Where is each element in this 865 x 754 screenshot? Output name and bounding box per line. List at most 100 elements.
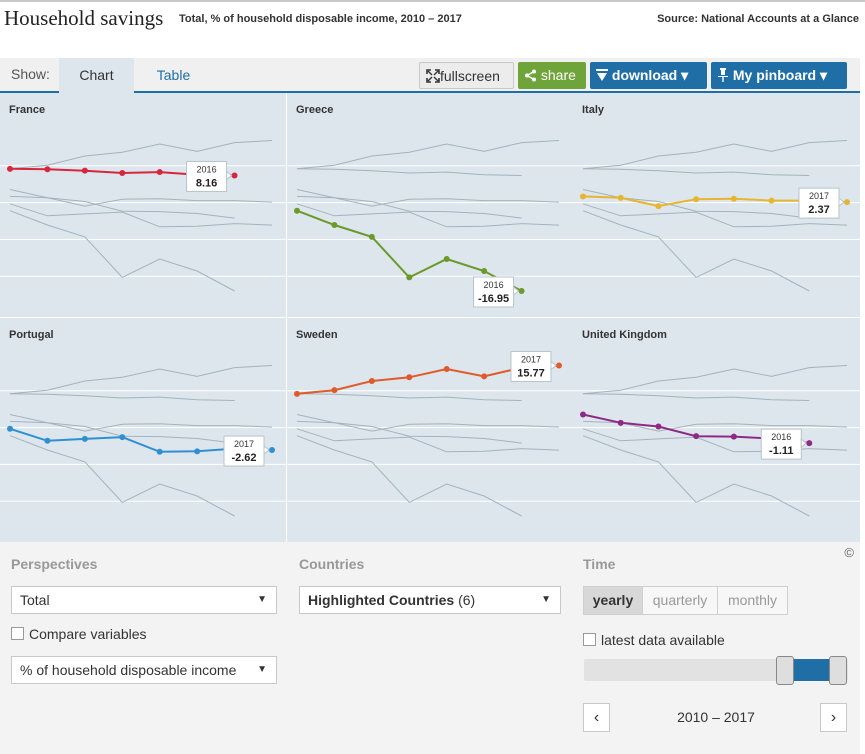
previous-period-button[interactable]: ‹ [583, 703, 610, 732]
context-line-france [582, 393, 810, 401]
slider-start-handle[interactable] [776, 656, 794, 685]
countries-value: Highlighted Countries [308, 592, 455, 608]
show-label: Show: [11, 66, 50, 82]
value-callout-greece: 2016 -16.95 [473, 276, 520, 308]
panel-title-france: France [9, 104, 45, 116]
time-heading: Time [583, 556, 616, 572]
value-callout-france: 2016 8.16 [186, 160, 233, 192]
data-point-france-2012 [81, 167, 88, 174]
data-point-greece-2015 [481, 267, 488, 274]
data-point-sweden-2011 [331, 387, 338, 394]
latest-data-checkbox[interactable]: latest data available [583, 632, 725, 648]
panel-title-italy: Italy [582, 104, 605, 116]
time-monthly-button[interactable]: monthly [717, 586, 788, 615]
data-point-united-kingdom-2013 [693, 433, 700, 440]
controls-panel: Perspectives Total ▼ Compare variables %… [0, 542, 860, 754]
callout-year: 2016 [197, 164, 217, 174]
data-point-portugal-2012 [81, 435, 88, 442]
chevron-left-icon: ‹ [593, 709, 600, 726]
time-yearly-button[interactable]: yearly [583, 586, 643, 615]
context-line-italy [296, 420, 560, 432]
callout-box [223, 435, 265, 467]
countries-heading: Countries [299, 556, 365, 572]
data-point-greece-2013 [406, 274, 413, 281]
data-point-italy-2010 [580, 193, 586, 200]
pinboard-label: My pinboard ▾ [732, 67, 828, 83]
context-line-france [296, 393, 522, 401]
data-point-france-2014 [156, 169, 163, 176]
data-point-france-2010 [7, 165, 13, 172]
fullscreen-button[interactable]: fullscreen [419, 62, 514, 89]
compare-variables-checkbox[interactable]: Compare variables [11, 626, 147, 642]
compare-variables-label: Compare variables [29, 626, 147, 642]
slider-end-handle[interactable] [829, 656, 847, 685]
panel-france: France 2016 8.16 [0, 93, 286, 317]
context-line-greece [9, 210, 235, 292]
share-nodes-icon [525, 69, 536, 82]
checkbox-box[interactable] [583, 633, 596, 646]
context-line-france [296, 168, 522, 176]
context-line-sweden [582, 365, 848, 395]
value-callout-sweden: 2017 15.77 [510, 350, 557, 382]
perspective-value: Total [20, 592, 50, 608]
checkbox-box[interactable] [11, 627, 24, 640]
data-point-portugal-2011 [44, 437, 51, 444]
context-line-sweden [296, 140, 560, 170]
context-line-portugal [296, 203, 560, 228]
panel-title-portugal: Portugal [9, 329, 54, 341]
context-line-sweden [582, 140, 848, 170]
download-button[interactable]: download ▾ [590, 62, 707, 89]
callout-year: 2017 [234, 439, 254, 449]
context-line-sweden [9, 365, 273, 395]
data-point-united-kingdom-2012 [655, 423, 662, 430]
callout-value: -2.62 [231, 452, 256, 464]
source-note: Source: National Accounts at a Glance [657, 13, 859, 25]
tab-table[interactable]: Table [156, 67, 191, 83]
data-point-greece-2011 [331, 221, 338, 228]
share-button[interactable]: share [518, 62, 586, 89]
value-callout-portugal: 2017 -2.62 [223, 435, 270, 467]
data-point-united-kingdom-2014 [730, 433, 737, 440]
perspective-select[interactable]: Total ▼ [11, 586, 277, 614]
measure-select[interactable]: % of household disposable income ▼ [11, 656, 277, 684]
context-line-portugal [582, 428, 848, 453]
panel-sweden: Sweden 2017 15.77 [287, 318, 573, 542]
context-line-sweden [9, 140, 273, 170]
callout-box [760, 428, 802, 460]
context-line-united-kingdom [296, 414, 522, 444]
perspectives-heading: Perspectives [11, 556, 98, 572]
data-point-greece-2016 [518, 287, 525, 294]
data-point-united-kingdom-2011 [617, 419, 624, 426]
context-line-greece [582, 210, 810, 292]
callout-value: -1.11 [769, 445, 793, 457]
callout-box [473, 276, 515, 308]
callout-pointer [838, 197, 845, 208]
next-period-button[interactable]: › [820, 703, 847, 732]
tab-chart[interactable]: Chart [59, 58, 134, 93]
pinboard-button[interactable]: My pinboard ▾ [711, 62, 847, 89]
callout-year: 2017 [809, 191, 829, 201]
data-point-italy-2011 [617, 194, 624, 201]
countries-count: (6) [458, 592, 476, 608]
time-quarterly-button[interactable]: quarterly [642, 586, 718, 615]
data-point-united-kingdom-2010 [580, 411, 586, 418]
download-label: download ▾ [611, 67, 689, 83]
data-point-france-2013 [119, 169, 126, 176]
small-multiples-chart: France20168.16Greece2016-16.95Italy20172… [0, 93, 860, 542]
context-line-greece [582, 435, 810, 517]
callout-year: 2017 [521, 354, 541, 364]
callout-pointer [513, 285, 520, 297]
page-header: Household savings Total, % of household … [0, 0, 865, 56]
countries-select[interactable]: Highlighted Countries (6) ▼ [299, 586, 561, 614]
callout-pointer [550, 360, 557, 371]
context-line-united-kingdom [296, 189, 522, 219]
page-title: Household savings [4, 6, 164, 30]
panel-background [573, 318, 860, 542]
data-point-france-2011 [44, 166, 51, 173]
value-callout-italy: 2017 2.37 [798, 187, 845, 219]
callout-box [510, 350, 552, 382]
caret-down-icon: ▼ [257, 664, 267, 675]
data-point-greece-2014 [443, 256, 450, 262]
data-point-portugal-2015 [194, 448, 201, 455]
data-point-portugal-2017 [269, 447, 275, 454]
